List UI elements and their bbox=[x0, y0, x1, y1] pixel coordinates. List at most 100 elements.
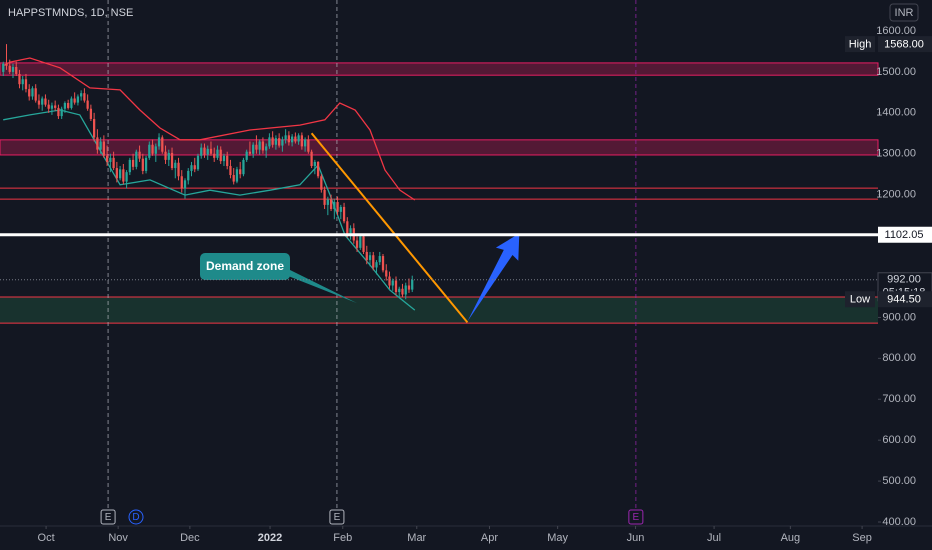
candle-body bbox=[125, 172, 128, 182]
candle-body bbox=[15, 67, 18, 74]
demand-zone bbox=[0, 296, 878, 324]
currency-box bbox=[889, 3, 919, 22]
currency: INR bbox=[895, 7, 914, 19]
candle-body bbox=[18, 73, 21, 85]
candle-body bbox=[151, 144, 154, 154]
event-label: E bbox=[633, 512, 640, 523]
candle-body bbox=[144, 157, 148, 171]
candle-body bbox=[157, 137, 161, 147]
price-label: 1102.05 bbox=[885, 229, 924, 241]
candle-body bbox=[112, 157, 115, 169]
y-tick-label: 500.00 bbox=[882, 475, 916, 487]
candle-body bbox=[213, 153, 216, 158]
candle-body bbox=[394, 280, 398, 293]
candle-body bbox=[391, 280, 394, 286]
y-tick-label: 1400.00 bbox=[876, 107, 916, 119]
candle-body bbox=[326, 199, 329, 205]
x-tick-label: Mar bbox=[407, 532, 426, 544]
candle-body bbox=[232, 175, 235, 182]
candle-body bbox=[385, 270, 388, 277]
candle-body bbox=[135, 151, 138, 167]
candle-body bbox=[268, 137, 271, 147]
candle-body bbox=[31, 88, 34, 97]
candle-body bbox=[41, 98, 44, 105]
price-label-marker bbox=[878, 291, 932, 308]
candle-body bbox=[206, 148, 209, 155]
candle-body bbox=[47, 104, 50, 109]
candle-body bbox=[303, 139, 307, 147]
candle-body bbox=[281, 139, 284, 146]
candle-body bbox=[404, 285, 407, 295]
candle-body bbox=[89, 108, 93, 119]
candle-body bbox=[261, 141, 265, 151]
candle-body bbox=[122, 169, 125, 182]
price-label: 992.00 bbox=[887, 274, 921, 286]
candle-body bbox=[115, 168, 118, 179]
candle-body bbox=[99, 141, 102, 150]
trendline bbox=[310, 132, 469, 323]
callout-pointer bbox=[278, 268, 358, 304]
price-label: 944.50 bbox=[887, 294, 921, 306]
y-tick-label: 1300.00 bbox=[876, 148, 916, 160]
x-tick-label: Jul bbox=[707, 532, 721, 544]
price-label-name-box bbox=[845, 291, 875, 308]
x-tick-label: Sep bbox=[852, 532, 872, 544]
candle-body bbox=[372, 255, 375, 268]
candle-body bbox=[333, 202, 336, 209]
candle-body bbox=[368, 255, 372, 261]
candle-body bbox=[278, 138, 281, 146]
y-tick-label: 900.00 bbox=[882, 311, 916, 323]
candle-body bbox=[170, 152, 174, 169]
candle-body bbox=[167, 152, 170, 160]
price-label-marker bbox=[878, 36, 932, 53]
x-tick-label: May bbox=[547, 532, 568, 544]
candle-body bbox=[229, 166, 232, 176]
candle-body bbox=[180, 176, 183, 189]
candle-body bbox=[190, 165, 193, 171]
candle-body bbox=[329, 199, 333, 209]
band-line bbox=[2, 57, 416, 201]
candle-body bbox=[105, 155, 109, 162]
candle-body bbox=[378, 256, 381, 263]
candle-body bbox=[388, 276, 391, 286]
candle-body bbox=[8, 65, 11, 72]
candle-body bbox=[339, 206, 342, 212]
candle-body bbox=[407, 285, 411, 290]
candle-body bbox=[401, 288, 404, 295]
x-tick-label: Jun bbox=[627, 532, 645, 544]
candle-body bbox=[346, 221, 349, 234]
candle-body bbox=[216, 149, 219, 158]
candle-body bbox=[342, 206, 346, 222]
x-tick-label: Oct bbox=[38, 532, 55, 544]
candle-body bbox=[174, 162, 177, 169]
candle-body bbox=[92, 118, 96, 138]
candle-body bbox=[76, 96, 80, 103]
candle-body bbox=[164, 151, 167, 160]
candle-body bbox=[11, 67, 15, 72]
candle-body bbox=[239, 169, 242, 175]
candle-body bbox=[381, 256, 385, 271]
x-tick-label: Aug bbox=[781, 532, 801, 544]
resistance-zone bbox=[0, 62, 879, 76]
event-label: E bbox=[334, 512, 341, 523]
callout-box bbox=[200, 253, 290, 280]
candle-body bbox=[196, 155, 200, 170]
arrow bbox=[467, 233, 520, 322]
event-marker bbox=[100, 509, 116, 525]
candle-body bbox=[80, 93, 83, 97]
candle-body bbox=[37, 100, 41, 105]
x-tick-label: Dec bbox=[180, 532, 200, 544]
callout-text: Demand zone bbox=[206, 259, 284, 273]
price-label-box bbox=[878, 226, 932, 243]
candle-body bbox=[131, 159, 135, 167]
candle-body bbox=[73, 98, 76, 103]
candle-body bbox=[2, 63, 5, 72]
candle-body bbox=[70, 98, 73, 108]
candle-body bbox=[141, 158, 144, 171]
candle-body bbox=[28, 89, 31, 97]
price-label-name-box bbox=[845, 36, 875, 53]
price-label: 1568.00 bbox=[884, 38, 924, 50]
y-tick-label: 800.00 bbox=[882, 352, 916, 364]
event-marker bbox=[128, 509, 144, 525]
